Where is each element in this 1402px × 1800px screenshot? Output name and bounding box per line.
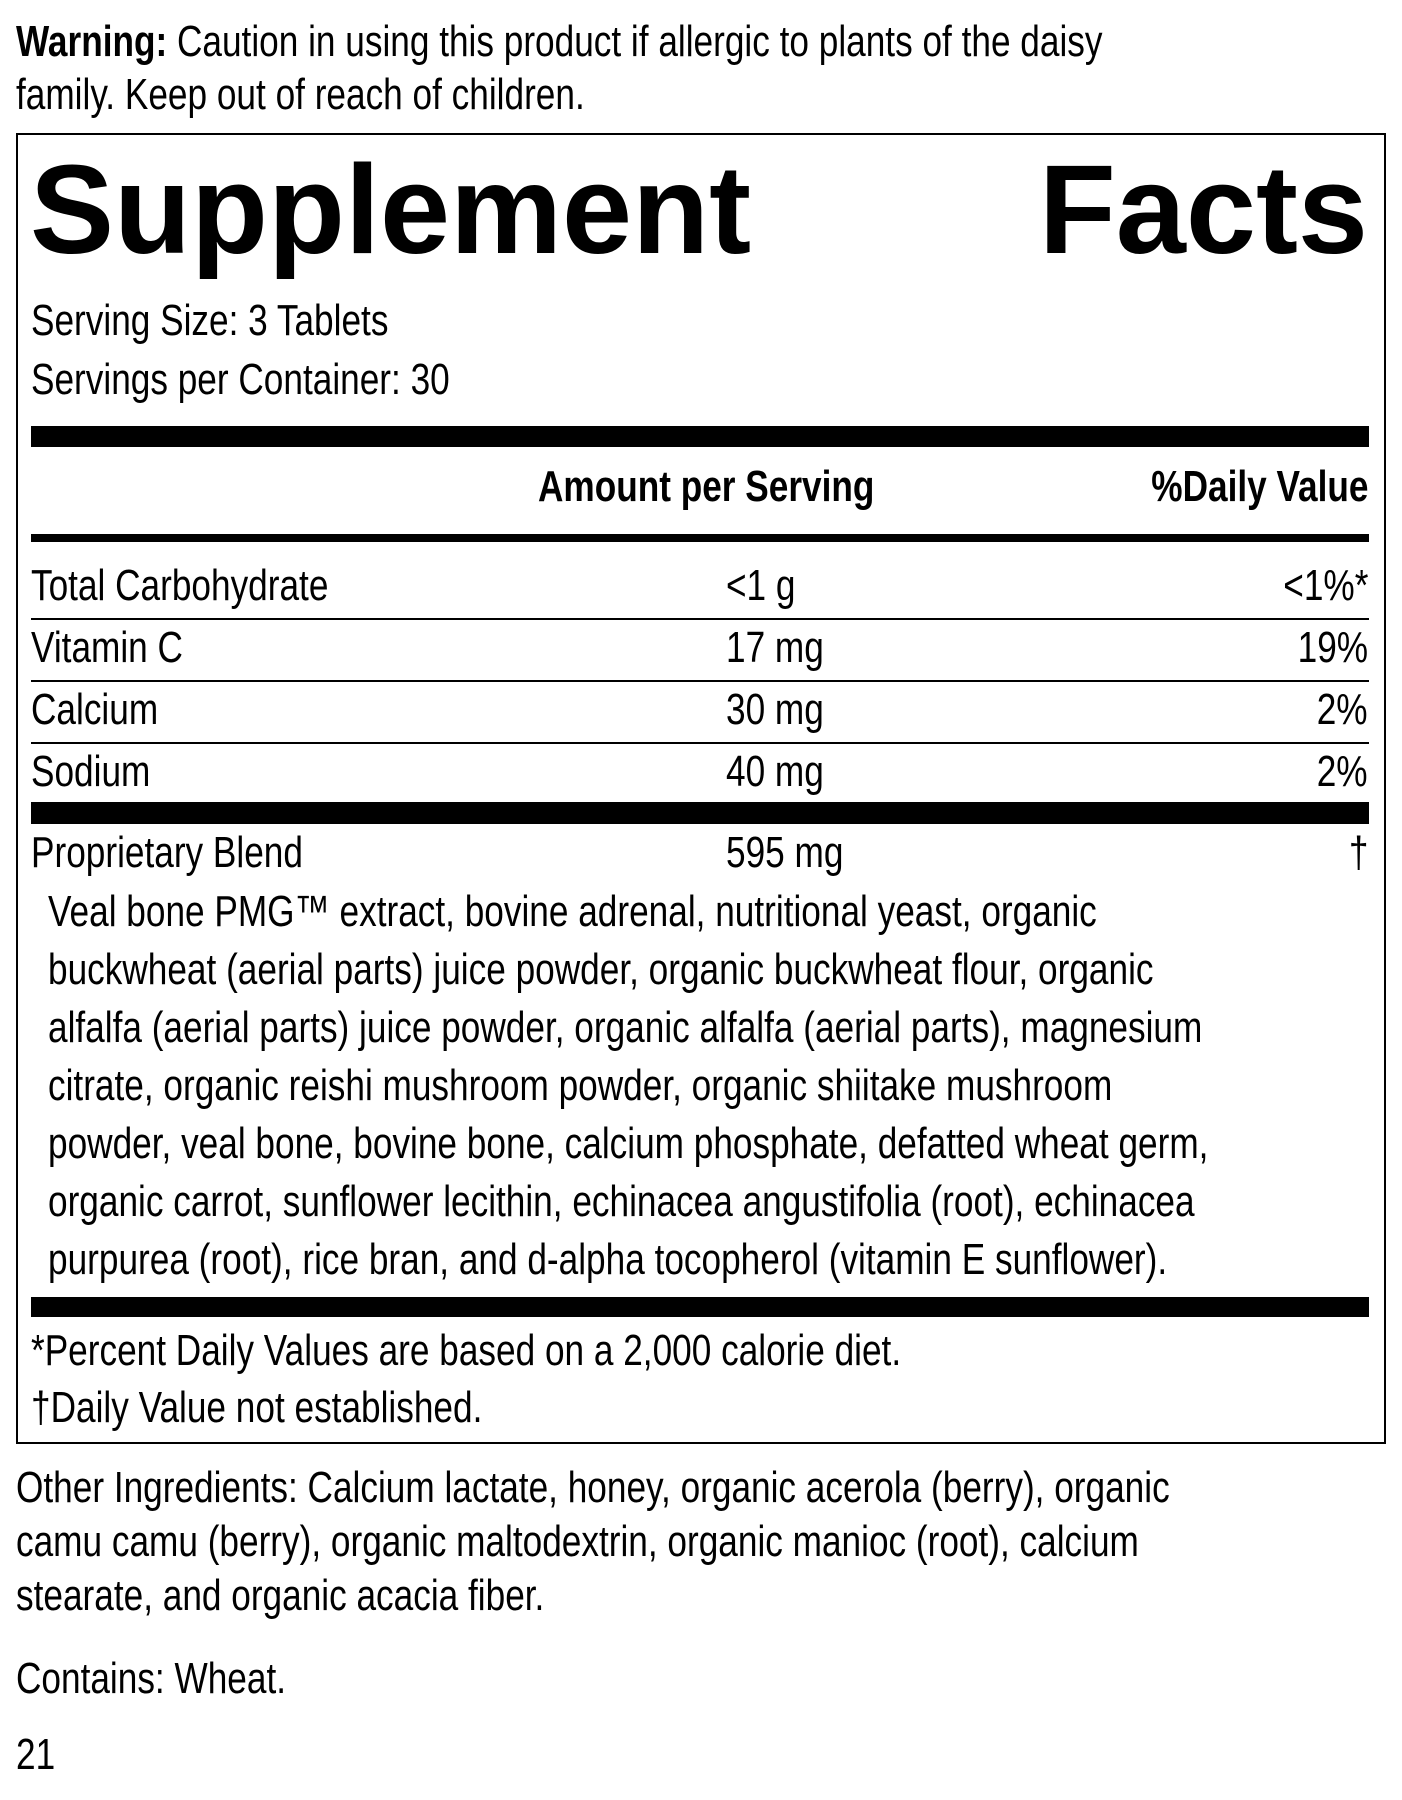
blend-ingredients-line: Veal bone PMG™ extract, bovine adrenal, … (48, 887, 1097, 936)
row-dv: <1%* (1282, 561, 1368, 610)
divider-thick (31, 426, 1369, 447)
panel-title-left: Supplement (30, 139, 752, 280)
row-dv: 2% (1317, 685, 1368, 734)
contains-allergens: Contains: Wheat. (16, 1654, 286, 1703)
warning-line-1: Warning: Caution in using this product i… (16, 17, 1103, 66)
blend-ingredients-line: buckwheat (aerial parts) juice powder, o… (48, 945, 1154, 994)
blend-name: Proprietary Blend (31, 828, 303, 877)
row-name: Calcium (31, 685, 159, 734)
serving-size: Serving Size: 3 Tablets (31, 296, 389, 345)
row-dv: 2% (1317, 747, 1368, 796)
other-ingredients-line: Other Ingredients: Calcium lactate, hone… (16, 1463, 1170, 1512)
row-name: Total Carbohydrate (31, 561, 329, 610)
footnote-percent-dv: *Percent Daily Values are based on a 2,0… (31, 1326, 902, 1375)
panel-title-right: Facts (1038, 139, 1368, 280)
blend-ingredients-line: purpurea (root), rice bran, and d-alpha … (48, 1235, 1168, 1284)
blend-ingredients-line: organic carrot, sunflower lecithin, echi… (48, 1177, 1195, 1226)
row-divider (31, 618, 1369, 620)
divider-thick (31, 1297, 1369, 1317)
row-divider (31, 680, 1369, 682)
row-divider (31, 742, 1369, 744)
row-dv: 19% (1297, 623, 1368, 672)
page-number: 21 (16, 1730, 56, 1779)
warning-label: Warning: (16, 17, 168, 66)
divider-medium (31, 534, 1369, 542)
footnote-dv-not-established: †Daily Value not established. (31, 1383, 483, 1432)
row-name: Sodium (31, 747, 151, 796)
row-amount: 40 mg (726, 747, 824, 796)
row-amount: <1 g (726, 561, 796, 610)
other-ingredients-line: stearate, and organic acacia fiber. (16, 1571, 545, 1620)
divider-thick (31, 802, 1369, 824)
blend-ingredients-line: citrate, organic reishi mushroom powder,… (48, 1061, 1113, 1110)
servings-per-container: Servings per Container: 30 (31, 355, 450, 404)
warning-line-2: family. Keep out of reach of children. (16, 70, 585, 119)
blend-amount: 595 mg (726, 828, 844, 877)
row-name: Vitamin C (31, 623, 183, 672)
supplement-facts-panel (16, 133, 1386, 1444)
row-amount: 17 mg (726, 623, 824, 672)
header-daily-value: %Daily Value (1150, 462, 1368, 511)
blend-dv: † (1348, 828, 1368, 877)
header-amount: Amount per Serving (538, 462, 875, 511)
other-ingredients-line: camu camu (berry), organic maltodextrin,… (16, 1517, 1139, 1566)
blend-ingredients-line: alfalfa (aerial parts) juice powder, org… (48, 1003, 1203, 1052)
blend-ingredients-line: powder, veal bone, bovine bone, calcium … (48, 1119, 1209, 1168)
row-amount: 30 mg (726, 685, 824, 734)
